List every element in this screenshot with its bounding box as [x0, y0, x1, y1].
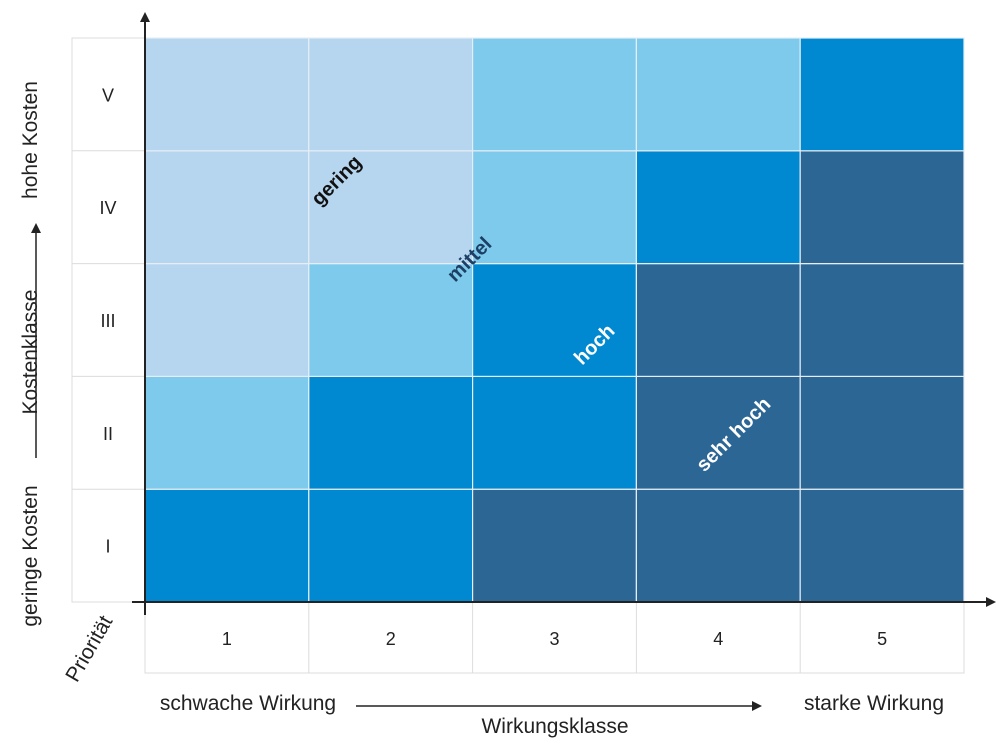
y-tick-label: V [102, 85, 114, 105]
x-tick-label: 2 [386, 629, 396, 649]
cell-I-2 [308, 488, 474, 603]
x-tick-labels: 1 2 3 4 5 [222, 629, 887, 649]
cell-I-4 [635, 488, 801, 603]
cell-II-4 [635, 375, 801, 490]
y-axis-low-label: geringe Kosten [19, 485, 42, 626]
y-tick-label: II [103, 424, 113, 444]
cell-V-3 [472, 37, 638, 152]
cell-V-1 [144, 37, 310, 152]
cell-III-5 [799, 263, 965, 378]
y-tick-label: III [100, 311, 115, 331]
cell-II-1 [144, 375, 310, 490]
y-axis-high-label: hohe Kosten [19, 81, 42, 199]
cell-V-5 [799, 37, 965, 152]
x-tick-label: 3 [549, 629, 559, 649]
cell-II-3 [472, 375, 638, 490]
cell-V-2 [308, 37, 474, 152]
y-axis-label: Kostenklasse [19, 290, 42, 415]
cell-IV-4 [635, 150, 801, 265]
y-tick-label: I [105, 537, 110, 557]
cell-II-2 [308, 375, 474, 490]
heatmap-cells [144, 37, 965, 603]
corner-label-prioritaet: Priorität [61, 612, 117, 686]
header-grid-lines [72, 150, 801, 673]
x-tick-label: 5 [877, 629, 887, 649]
cell-IV-1 [144, 150, 310, 265]
cell-III-2 [308, 263, 474, 378]
cell-V-4 [635, 37, 801, 152]
cell-III-1 [144, 263, 310, 378]
cell-I-3 [472, 488, 638, 603]
cell-IV-3 [472, 150, 638, 265]
cell-IV-5 [799, 150, 965, 265]
cell-I-1 [144, 488, 310, 603]
x-axis-low-label: schwache Wirkung [160, 692, 336, 715]
cell-I-5 [799, 488, 965, 603]
x-axis-label: Wirkungsklasse [481, 715, 628, 738]
y-tick-label: IV [99, 198, 116, 218]
x-tick-label: 1 [222, 629, 232, 649]
x-axis-high-label: starke Wirkung [804, 692, 944, 715]
x-tick-label: 4 [713, 629, 723, 649]
cell-IV-2 [308, 150, 474, 265]
cell-II-5 [799, 375, 965, 490]
cell-III-3 [472, 263, 638, 378]
cell-III-4 [635, 263, 801, 378]
